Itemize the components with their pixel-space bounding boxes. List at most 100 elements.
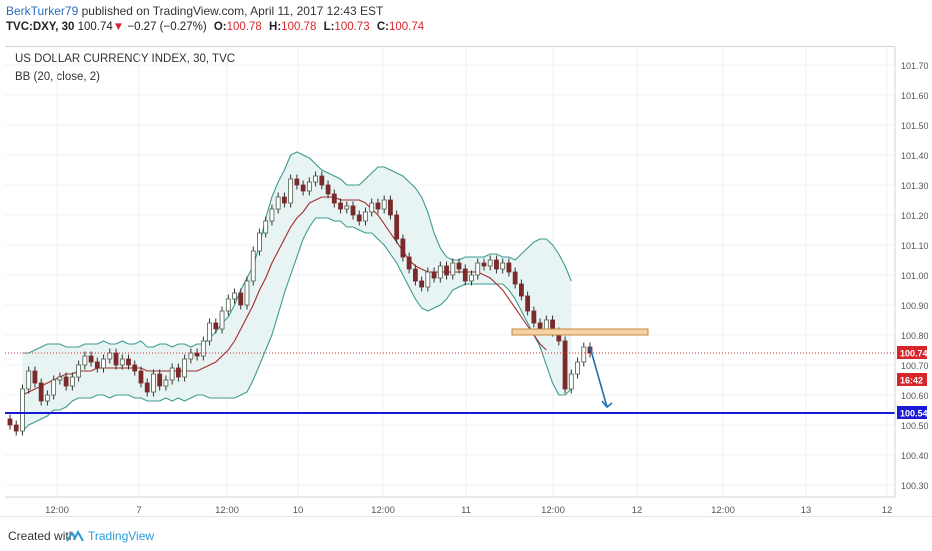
candle-up xyxy=(500,262,506,270)
candle-up xyxy=(107,352,113,360)
time-tick-label: 12:00 xyxy=(371,505,395,516)
candle-up xyxy=(244,280,250,306)
candle-up xyxy=(275,196,281,210)
candle-down xyxy=(325,184,331,195)
time-tick-label: 12:00 xyxy=(45,505,69,516)
candle-down xyxy=(406,256,412,270)
arrow-head xyxy=(601,400,613,409)
candle-up xyxy=(169,367,175,381)
price-chart: 100.30 100.40 100.50 100.60 100.70 100.80 100.… xyxy=(5,47,928,516)
candle-down xyxy=(300,184,306,192)
candle-up xyxy=(232,292,237,300)
candle-down xyxy=(94,361,100,369)
candle-down xyxy=(394,214,400,240)
chart-area[interactable]: US DOLLAR CURRENCY INDEX, 30, TVC BB (20… xyxy=(5,46,928,516)
candle-down xyxy=(531,310,537,324)
candle-down xyxy=(88,355,94,363)
open-value: 100.78 xyxy=(226,21,262,33)
price-tick-label: 101.40 xyxy=(901,151,928,161)
candle-up xyxy=(182,358,188,378)
candle-up xyxy=(45,394,50,402)
down-triangle-icon: ▼ xyxy=(112,21,125,33)
indicator-legend: BB (20, close, 2) xyxy=(15,71,101,83)
candle-down xyxy=(331,193,337,204)
price-change: −0.27 (−0.27%) xyxy=(127,21,207,33)
time-tick-label: 12:00 xyxy=(215,505,239,516)
candle-up xyxy=(57,376,63,381)
tradingview-link[interactable]: TradingView xyxy=(88,529,155,543)
candle-up xyxy=(26,370,32,390)
series-legend: US DOLLAR CURRENCY INDEX, 30, TVC xyxy=(15,53,236,65)
candle-down xyxy=(518,283,524,297)
candle-down xyxy=(444,265,449,276)
candle-up xyxy=(76,364,82,378)
candle-down xyxy=(319,175,325,186)
candle-down xyxy=(350,205,356,216)
price-tick-label: 101.00 xyxy=(901,271,928,281)
candle-down xyxy=(494,259,499,270)
candle-up xyxy=(344,205,350,210)
bollinger-lower-band xyxy=(22,217,572,432)
candle-down xyxy=(506,262,512,273)
candle-up xyxy=(151,373,156,393)
candle-down xyxy=(400,238,406,258)
quote-line: TVC:DXY, 30 100.74▼ −0.27 (−0.27%) O:100… xyxy=(6,21,424,33)
time-tick-label: 7 xyxy=(136,505,141,516)
candle-down xyxy=(63,376,69,387)
candle-down xyxy=(456,262,462,270)
publish-info: published on TradingView.com, April 11, … xyxy=(81,4,384,18)
candle-up xyxy=(313,175,318,183)
candle-down xyxy=(132,364,138,372)
candle-down xyxy=(525,295,531,312)
last-price-label-box xyxy=(897,346,927,359)
candle-down xyxy=(338,202,343,210)
candle-down xyxy=(537,322,543,330)
candle-down xyxy=(7,418,13,426)
candle-up xyxy=(200,340,206,357)
bollinger-fill xyxy=(22,152,572,431)
price-tick-label: 101.50 xyxy=(901,121,928,131)
price-tick-label: 100.30 xyxy=(901,481,928,491)
high-value: 100.78 xyxy=(281,21,317,33)
footer: Created with TradingView xyxy=(0,516,932,551)
time-tick-label: 11 xyxy=(461,505,471,516)
candle-up xyxy=(250,250,256,282)
candle-down xyxy=(13,424,19,432)
price-tick-label: 101.30 xyxy=(901,181,928,191)
tradingview-logo-icon xyxy=(66,529,84,542)
support-price-label-box xyxy=(897,406,927,419)
candle-down xyxy=(462,268,468,282)
high-label: H: xyxy=(269,21,282,33)
candle-up xyxy=(82,355,88,366)
candle-down xyxy=(562,340,568,390)
candle-down xyxy=(375,202,381,210)
candle-up xyxy=(69,376,75,387)
price-tick-label: 100.80 xyxy=(901,331,928,341)
author-link[interactable]: BerkTurker79 xyxy=(6,4,79,18)
candle-down xyxy=(512,271,518,285)
close-value: 100.74 xyxy=(388,21,425,33)
candle-down xyxy=(144,382,150,393)
price-tick-label: 100.70 xyxy=(901,361,928,371)
candle-up xyxy=(425,271,431,288)
candle-up xyxy=(225,298,231,312)
candle-down xyxy=(356,214,362,222)
candle-up xyxy=(568,373,574,390)
candle-down xyxy=(412,268,418,282)
candle-up xyxy=(119,358,125,366)
candle-down xyxy=(32,370,38,384)
candle-down xyxy=(481,262,487,267)
candle-up xyxy=(263,220,269,234)
price-tick-label: 100.90 xyxy=(901,301,928,311)
candle-up xyxy=(575,361,580,375)
candle-up xyxy=(469,274,474,282)
price-tick-label: 101.10 xyxy=(901,241,928,251)
candle-down xyxy=(126,358,131,366)
candle-up xyxy=(288,178,294,204)
candle-up xyxy=(207,322,212,342)
candle-up xyxy=(51,379,57,396)
candle-down xyxy=(388,199,393,216)
countdown-label-box xyxy=(897,373,927,386)
time-tick-label: 12:00 xyxy=(711,505,735,516)
